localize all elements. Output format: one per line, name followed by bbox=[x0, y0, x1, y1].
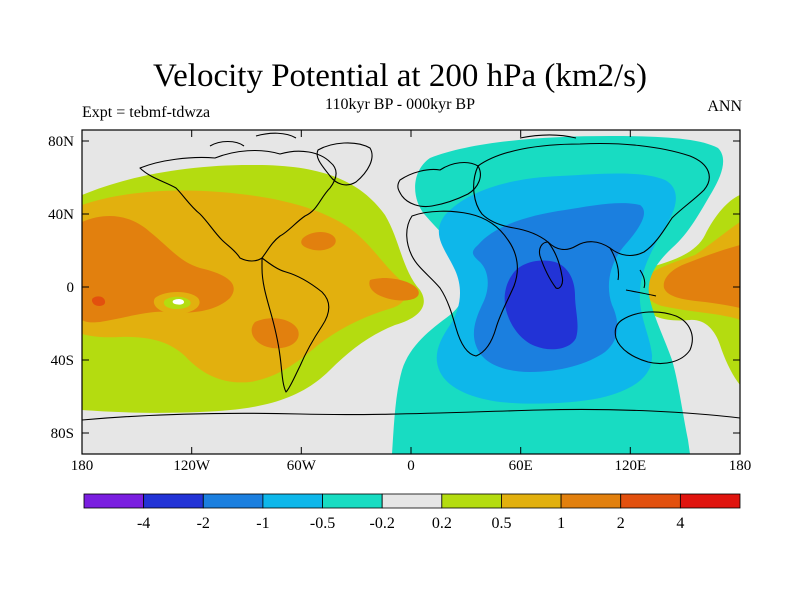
lon-tick-label: 60E bbox=[509, 458, 533, 474]
colorbar-label: 0.2 bbox=[432, 515, 452, 532]
season-label: ANN bbox=[707, 98, 742, 115]
colorbar-swatch bbox=[560, 493, 622, 509]
colorbar-label: 4 bbox=[676, 515, 684, 532]
lat-tick-label: 80N bbox=[48, 134, 74, 150]
plot-title: Velocity Potential at 200 hPa (km2/s) bbox=[152, 58, 648, 94]
lat-tick-label: 40N bbox=[48, 207, 74, 223]
colorbar-label: 0.5 bbox=[491, 515, 511, 532]
coastlines bbox=[82, 132, 740, 421]
lat-tick-label: 0 bbox=[67, 280, 75, 296]
colorbar-label: 1 bbox=[557, 515, 565, 532]
colorbar-label: -0.5 bbox=[310, 515, 335, 532]
pos-1-region-west-pacific bbox=[663, 245, 740, 308]
colorbar-swatch bbox=[441, 493, 502, 509]
latitude-axis: 80N 40N 0 40S 80S bbox=[48, 134, 740, 442]
colorbar-swatch bbox=[202, 493, 264, 509]
longitude-axis: 180 120W 60W 0 60E 120E 180 bbox=[71, 130, 752, 474]
colorbar-swatch bbox=[143, 493, 204, 509]
lat-tick-label: 80S bbox=[51, 426, 74, 442]
lon-tick-label: 120E bbox=[614, 458, 646, 474]
colorbar-label: -4 bbox=[137, 515, 150, 532]
plot-subtitle: 110kyr BP - 000kyr BP bbox=[325, 96, 475, 113]
colorbar-label: 2 bbox=[617, 515, 625, 532]
white-spot-pacific bbox=[172, 298, 184, 305]
lon-tick-label: 60W bbox=[287, 458, 317, 474]
colorbar-label: -0.2 bbox=[370, 515, 395, 532]
colorbar-swatch bbox=[262, 493, 323, 509]
colorbar-swatch bbox=[322, 493, 383, 509]
lon-tick-label: 0 bbox=[407, 458, 415, 474]
colorbar-swatch bbox=[83, 493, 145, 509]
colorbar-swatch bbox=[501, 493, 562, 509]
colorbar-label: -1 bbox=[256, 515, 269, 532]
colorbar: -4 -2 -1 -0.5 -0.2 0.2 0.5 1 2 4 bbox=[83, 493, 741, 532]
neg-2-region-indian-ocean bbox=[504, 260, 578, 350]
pos-1-region-south-america bbox=[251, 318, 299, 349]
lon-tick-label: 180 bbox=[729, 458, 752, 474]
colorbar-swatch bbox=[381, 493, 443, 509]
pos-1-region-pacific bbox=[82, 216, 234, 323]
pos-1-region-caribbean bbox=[301, 232, 336, 251]
lon-tick-label: 180 bbox=[71, 458, 94, 474]
experiment-label: Expt = tebmf-tdwza bbox=[82, 104, 211, 121]
colorbar-swatch bbox=[620, 493, 681, 509]
pos-2-spot-pacific bbox=[91, 296, 106, 306]
lon-tick-label: 120W bbox=[173, 458, 211, 474]
colorbar-swatch bbox=[679, 493, 741, 509]
colorbar-label: -2 bbox=[197, 515, 210, 532]
lat-tick-label: 40S bbox=[51, 353, 74, 369]
pos-1-region-atlantic bbox=[369, 278, 419, 301]
